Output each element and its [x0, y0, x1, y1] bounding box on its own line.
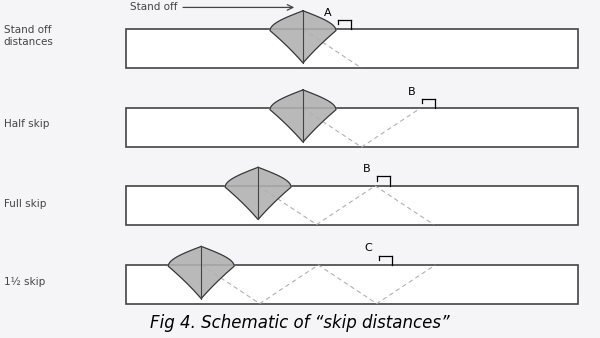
Text: Fig 4. Schematic of “skip distances”: Fig 4. Schematic of “skip distances” [150, 314, 450, 332]
Bar [127, 265, 578, 304]
Text: Stand off
distances: Stand off distances [4, 25, 53, 47]
Bar [127, 108, 578, 147]
Bar [127, 186, 578, 224]
Text: B: B [364, 164, 371, 174]
Polygon shape [169, 246, 234, 298]
Text: Half skip: Half skip [4, 119, 49, 128]
Text: 1½ skip: 1½ skip [4, 277, 45, 287]
Text: C: C [365, 243, 373, 254]
Bar [127, 29, 578, 68]
Text: B: B [408, 87, 416, 97]
Text: Stand off: Stand off [130, 2, 177, 13]
Polygon shape [270, 11, 336, 63]
Polygon shape [270, 90, 336, 142]
Polygon shape [225, 167, 291, 219]
Text: Full skip: Full skip [4, 199, 46, 209]
Text: A: A [324, 8, 332, 18]
